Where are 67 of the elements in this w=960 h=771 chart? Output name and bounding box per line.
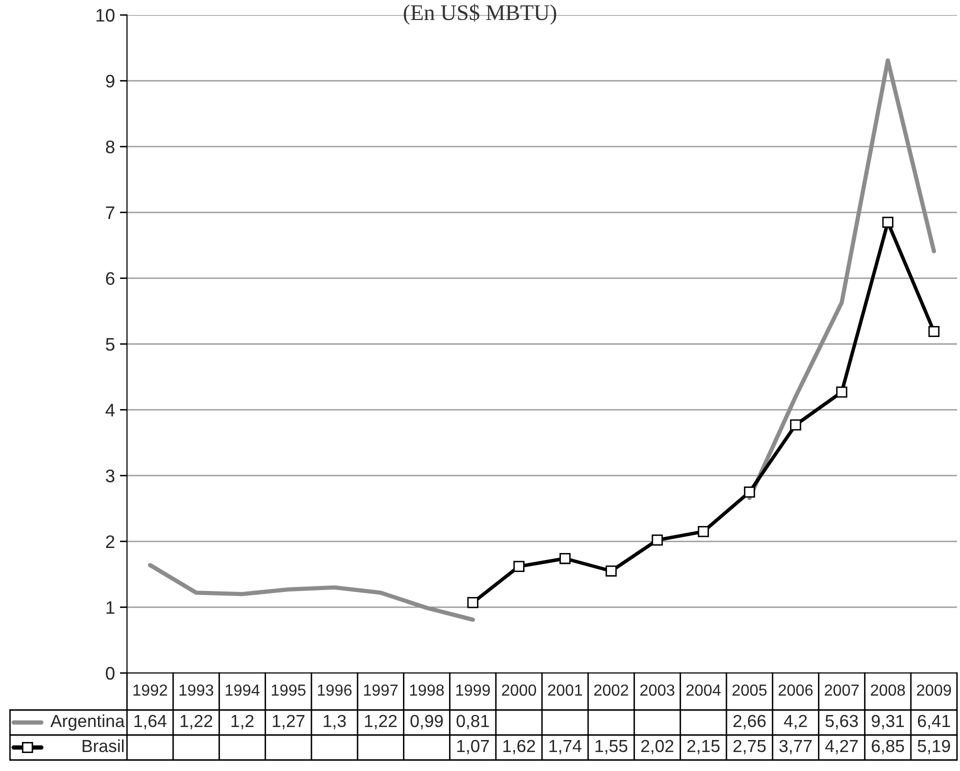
data-label: 2,75 xyxy=(733,740,766,754)
data-label: 0,99 xyxy=(410,714,443,730)
x-tick-label: 1998 xyxy=(410,684,444,696)
data-label: 1,2 xyxy=(232,714,254,730)
data-label: 6,41 xyxy=(918,714,950,730)
y-tick-label: 6 xyxy=(106,272,114,285)
data-label: 1,27 xyxy=(272,714,304,730)
data-label: 5,63 xyxy=(826,714,858,730)
x-tick-label: 2001 xyxy=(548,684,582,696)
x-tick-label: 1997 xyxy=(364,684,398,696)
data-label: 9,31 xyxy=(872,714,904,730)
data-label: 1,22 xyxy=(180,714,212,730)
y-tick-label: 2 xyxy=(106,535,114,548)
y-tick-label: 7 xyxy=(106,206,114,219)
chart-title: (En US$ MBTU) xyxy=(404,4,556,25)
y-tick-label: 9 xyxy=(106,74,114,88)
data-label: 4,27 xyxy=(825,740,858,754)
x-tick-label: 2009 xyxy=(916,684,951,696)
point xyxy=(652,534,663,546)
x-tick-label: 1999 xyxy=(456,684,490,696)
point xyxy=(882,216,894,228)
x-tick-label: 2008 xyxy=(870,684,905,696)
x-tick-label: 1995 xyxy=(272,684,306,696)
data-label: 2,66 xyxy=(733,714,766,730)
x-tick-label: 1992 xyxy=(134,684,168,696)
legend-label: Argentina xyxy=(50,714,125,731)
point xyxy=(513,560,524,572)
point xyxy=(467,597,478,608)
data-label: 1,22 xyxy=(365,714,397,730)
y-tick-label: 1 xyxy=(106,601,114,614)
data-label: 1,07 xyxy=(457,740,489,754)
y-tick-label: 3 xyxy=(106,470,114,482)
legend-label: Brasil xyxy=(82,739,124,752)
x-tick-label: 2002 xyxy=(594,684,628,696)
data-label: 3,77 xyxy=(779,740,812,754)
point xyxy=(698,526,709,538)
data-label: 6,85 xyxy=(872,740,904,754)
data-label: 1,62 xyxy=(503,740,535,754)
data-label: 1,55 xyxy=(596,740,628,754)
y-tick-label: 4 xyxy=(106,404,115,416)
y-tick-label: 5 xyxy=(106,338,114,351)
data-label: 1,64 xyxy=(134,714,166,730)
data-label: 4,2 xyxy=(784,714,807,730)
point xyxy=(606,565,617,577)
data-label: 5,19 xyxy=(918,740,950,754)
y-tick-label: 8 xyxy=(106,140,114,154)
x-tick-label: 2004 xyxy=(686,684,721,696)
x-tick-label: 1996 xyxy=(318,684,352,696)
point xyxy=(744,486,756,498)
x-tick-label: 2006 xyxy=(778,684,813,696)
x-tick-label: 2005 xyxy=(732,684,767,696)
data-label: 2,15 xyxy=(687,740,720,754)
point xyxy=(928,326,940,338)
x-tick-label: 1993 xyxy=(180,684,214,696)
point xyxy=(836,386,848,398)
x-tick-label: 2000 xyxy=(502,684,536,696)
x-tick-label: 1994 xyxy=(226,684,260,696)
data-label: 0,81 xyxy=(456,714,489,730)
data-label: 2,02 xyxy=(641,740,674,754)
x-tick-label: 2003 xyxy=(640,684,674,696)
point xyxy=(790,419,802,430)
y-tick-label: 0 xyxy=(106,666,114,680)
point xyxy=(560,552,571,564)
y-tick-label: 10 xyxy=(96,8,114,22)
data-label: 1,3 xyxy=(324,714,346,730)
data-label: 1,74 xyxy=(549,740,582,754)
x-tick-label: 2007 xyxy=(824,684,859,696)
